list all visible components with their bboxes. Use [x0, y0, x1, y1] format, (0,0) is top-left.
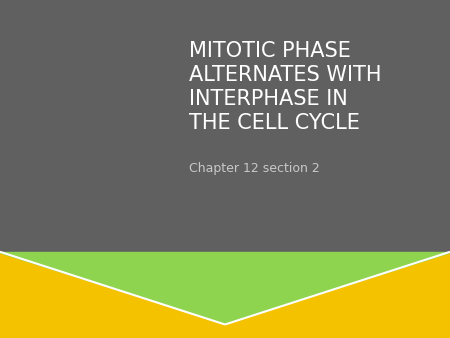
Text: MITOTIC PHASE
ALTERNATES WITH
INTERPHASE IN
THE CELL CYCLE: MITOTIC PHASE ALTERNATES WITH INTERPHASE… — [189, 41, 382, 132]
Text: Chapter 12 section 2: Chapter 12 section 2 — [189, 162, 320, 175]
Polygon shape — [0, 252, 450, 324]
Bar — [0, 252, 450, 338]
